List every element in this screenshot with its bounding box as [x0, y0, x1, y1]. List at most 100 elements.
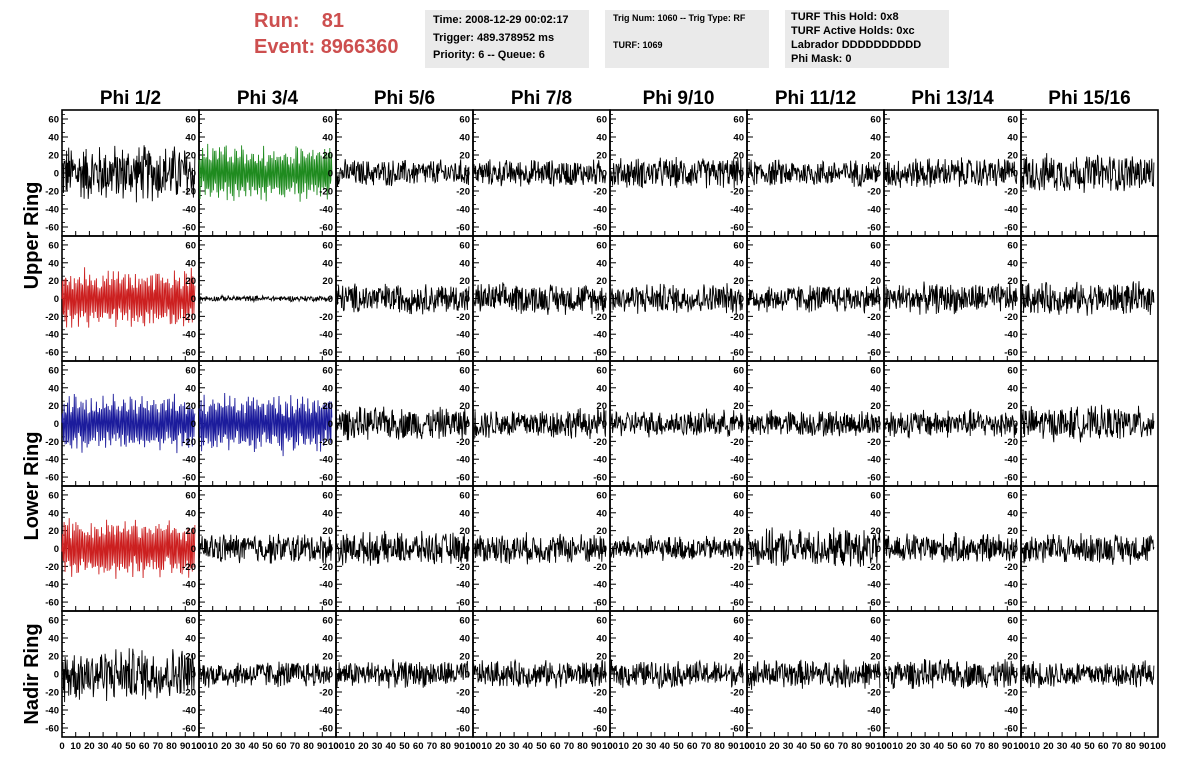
y-tick-label: -60: [182, 348, 196, 359]
x-tick-label: 20: [906, 741, 917, 752]
y-tick-label: -40: [182, 580, 196, 591]
y-tick-label: -40: [1004, 706, 1018, 717]
trigger-text: Trigger: 489.378952 ms: [433, 31, 555, 44]
y-tick-label: 0: [739, 169, 744, 180]
column-header: Phi 7/8: [511, 88, 572, 109]
x-tick-label: 30: [372, 741, 383, 752]
y-tick-label: -20: [867, 312, 881, 323]
x-tick-label: 30: [509, 741, 520, 752]
x-tick-label: 30: [646, 741, 657, 752]
y-tick-label: 0: [191, 169, 196, 180]
y-tick-label: 60: [459, 115, 470, 126]
y-tick-label: 20: [733, 151, 744, 162]
y-tick-label: 40: [596, 383, 607, 394]
y-tick-label: 20: [459, 526, 470, 537]
y-tick-label: 40: [459, 508, 470, 519]
y-tick-label: 0: [739, 670, 744, 681]
y-tick-label: 40: [1007, 634, 1018, 645]
waveform-trace: [198, 533, 333, 564]
y-tick-label: 40: [48, 383, 59, 394]
y-tick-label: -40: [730, 706, 744, 717]
y-tick-label: 60: [870, 240, 881, 251]
y-tick-label: 20: [48, 276, 59, 287]
y-tick-label: 40: [459, 133, 470, 144]
run-label: Run:: [254, 10, 300, 32]
x-tick-label: 100: [328, 741, 344, 752]
y-tick-label: -20: [730, 187, 744, 198]
y-tick-label: 60: [48, 115, 59, 126]
waveform-trace: [335, 658, 470, 689]
y-tick-label: -20: [456, 437, 470, 448]
y-tick-label: 40: [185, 634, 196, 645]
y-tick-label: -60: [45, 724, 59, 735]
x-tick-label: 10: [1029, 741, 1040, 752]
y-tick-label: -60: [182, 473, 196, 484]
waveform-trace: [472, 658, 607, 689]
waveform-trace: [746, 659, 881, 690]
y-tick-label: -60: [45, 223, 59, 234]
y-tick-label: -60: [593, 223, 607, 234]
y-tick-label: -60: [319, 223, 333, 234]
y-tick-label: 40: [322, 508, 333, 519]
y-tick-label: 20: [596, 526, 607, 537]
x-tick-label: 30: [98, 741, 109, 752]
waveform-trace: [198, 143, 333, 202]
x-tick-label: 90: [865, 741, 876, 752]
x-tick-label: 70: [290, 741, 301, 752]
y-tick-label: 0: [465, 294, 470, 305]
y-tick-label: 0: [876, 419, 881, 430]
x-tick-label: 20: [1043, 741, 1054, 752]
waveform-trace: [61, 145, 196, 203]
x-tick-label: 20: [769, 741, 780, 752]
waveform-trace: [1020, 533, 1155, 565]
waveform-trace: [1020, 660, 1155, 689]
x-tick-label: 60: [687, 741, 698, 752]
y-tick-label: 60: [733, 365, 744, 376]
y-tick-label: -60: [182, 724, 196, 735]
x-tick-label: 80: [166, 741, 177, 752]
y-tick-label: -20: [867, 187, 881, 198]
x-tick-label: 80: [1125, 741, 1136, 752]
y-tick-label: 40: [185, 383, 196, 394]
event-line: Event: 8966360: [254, 34, 399, 60]
y-tick-label: 20: [1007, 276, 1018, 287]
y-tick-label: 40: [870, 258, 881, 269]
y-tick-label: 20: [733, 652, 744, 663]
y-tick-label: 60: [1007, 490, 1018, 501]
y-tick-label: 40: [459, 258, 470, 269]
y-tick-label: 20: [1007, 652, 1018, 663]
x-tick-label: 10: [892, 741, 903, 752]
x-tick-label: 60: [139, 741, 150, 752]
y-tick-label: -20: [182, 437, 196, 448]
y-tick-label: -20: [593, 187, 607, 198]
waveform-trace: [198, 392, 333, 457]
y-tick-label: 60: [733, 616, 744, 627]
y-tick-label: 20: [459, 151, 470, 162]
y-tick-label: 0: [328, 419, 333, 430]
y-tick-label: 0: [876, 544, 881, 555]
y-tick-label: 0: [54, 670, 59, 681]
x-tick-label: 10: [207, 741, 218, 752]
y-tick-label: -60: [867, 348, 881, 359]
waveform-trace: [472, 532, 607, 565]
x-tick-label: 50: [673, 741, 684, 752]
y-tick-label: -40: [45, 706, 59, 717]
x-tick-label: 80: [988, 741, 999, 752]
y-tick-label: -40: [1004, 205, 1018, 216]
x-tick-label: 60: [824, 741, 835, 752]
waveform-trace: [472, 159, 607, 187]
waveform-trace: [335, 530, 470, 566]
phi-mask-text: Phi Mask: 0: [791, 53, 852, 65]
x-tick-label: 0: [881, 741, 886, 752]
waveform-trace: [335, 406, 470, 441]
y-tick-label: -60: [1004, 598, 1018, 609]
y-tick-label: 60: [322, 240, 333, 251]
run-line: Run: 81: [254, 8, 399, 34]
y-tick-label: -40: [593, 455, 607, 466]
x-tick-label: 0: [196, 741, 201, 752]
y-tick-label: -40: [319, 330, 333, 341]
y-tick-label: 20: [48, 151, 59, 162]
x-tick-label: 0: [1018, 741, 1023, 752]
y-tick-label: -60: [867, 223, 881, 234]
y-tick-label: 60: [185, 115, 196, 126]
